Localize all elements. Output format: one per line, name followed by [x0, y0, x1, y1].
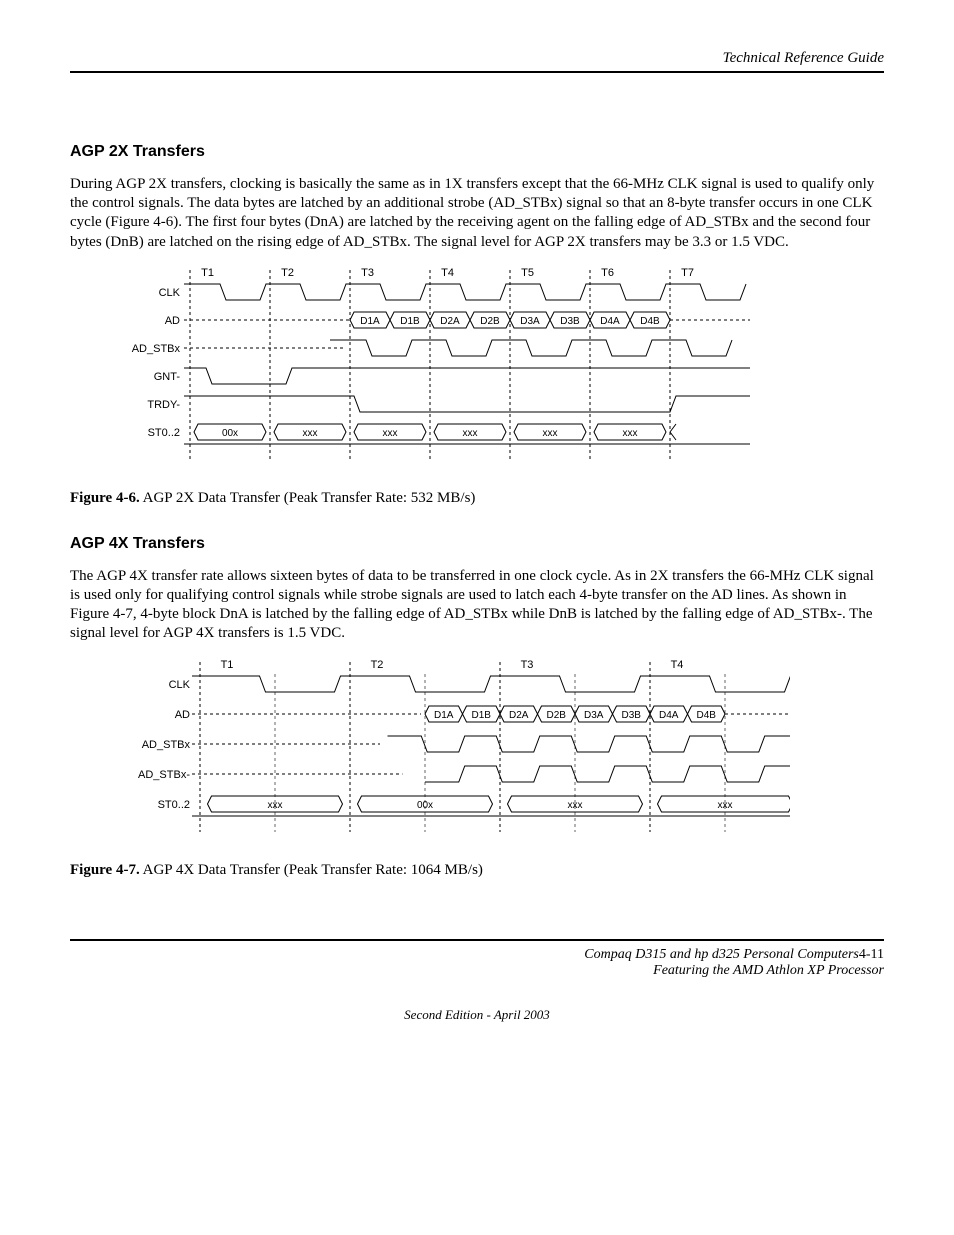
svg-text:xxx: xxx	[568, 800, 583, 811]
svg-text:D4A: D4A	[600, 316, 620, 327]
svg-text:D1A: D1A	[434, 710, 454, 721]
fig47-num: Figure 4-7.	[70, 862, 140, 878]
svg-text:D4A: D4A	[659, 710, 679, 721]
svg-text:T4: T4	[441, 267, 454, 279]
svg-text:T1: T1	[201, 267, 214, 279]
para-agp4x: The AGP 4X transfer rate allows sixteen …	[70, 567, 884, 644]
fig46-text: AGP 2X Data Transfer (Peak Transfer Rate…	[140, 490, 476, 506]
svg-text:CLK: CLK	[169, 679, 191, 691]
svg-text:T1: T1	[221, 659, 234, 671]
footer-subtitle: Featuring the AMD Athlon XP Processor	[653, 963, 884, 978]
svg-text:xxx: xxx	[383, 428, 398, 439]
svg-text:xxx: xxx	[718, 800, 733, 811]
fig46-num: Figure 4-6.	[70, 490, 140, 506]
page-header: Technical Reference Guide	[70, 50, 884, 73]
svg-text:D4B: D4B	[697, 710, 717, 721]
header-title: Technical Reference Guide	[723, 50, 884, 66]
svg-text:T4: T4	[671, 659, 684, 671]
svg-text:AD_STBx: AD_STBx	[142, 739, 191, 751]
svg-text:T6: T6	[601, 267, 614, 279]
svg-text:T5: T5	[521, 267, 534, 279]
svg-text:D2A: D2A	[440, 316, 460, 327]
svg-text:D2A: D2A	[509, 710, 529, 721]
footer-edition: Second Edition - April 2003	[70, 1007, 884, 1023]
svg-text:T2: T2	[281, 267, 294, 279]
svg-text:D1B: D1B	[400, 316, 420, 327]
svg-text:D3A: D3A	[584, 710, 604, 721]
svg-text:AD_STBx: AD_STBx	[132, 343, 181, 355]
timing-diagram-2x: T1 T2 T3 T4 T5 T6 T7 CLK AD AD_STBx GNT- TRDY- ST0..…	[110, 262, 750, 472]
svg-text:T7: T7	[681, 267, 694, 279]
svg-text:ST0..2: ST0..2	[158, 799, 190, 811]
svg-text:CLK: CLK	[159, 287, 181, 299]
figure-4-6-caption: Figure 4-6. AGP 2X Data Transfer (Peak T…	[70, 490, 884, 507]
svg-text:AD: AD	[175, 709, 190, 721]
svg-text:T2: T2	[371, 659, 384, 671]
para-agp2x: During AGP 2X transfers, clocking is bas…	[70, 175, 884, 252]
timing-diagram-4x: T1 T2 T3 T4 CLK AD AD_STBx AD_STBx- ST0..2 D1A D1B…	[110, 654, 790, 844]
svg-text:D3B: D3B	[622, 710, 642, 721]
heading-agp2x: AGP 2X Transfers	[70, 143, 884, 161]
figure-4-6-diagram: T1 T2 T3 T4 T5 T6 T7 CLK AD AD_STBx GNT- TRDY- ST0..…	[110, 262, 884, 472]
svg-text:xxx: xxx	[268, 800, 283, 811]
svg-text:AD: AD	[165, 315, 180, 327]
fig47-text: AGP 4X Data Transfer (Peak Transfer Rate…	[140, 862, 483, 878]
svg-text:xxx: xxx	[623, 428, 638, 439]
svg-text:xxx: xxx	[463, 428, 478, 439]
figure-4-7-diagram: T1 T2 T3 T4 CLK AD AD_STBx AD_STBx- ST0..2 D1A D1B…	[110, 654, 884, 844]
page-footer: Compaq D315 and hp d325 Personal Compute…	[70, 939, 884, 979]
svg-text:ST0..2: ST0..2	[148, 427, 180, 439]
svg-text:TRDY-: TRDY-	[147, 399, 180, 411]
svg-text:00x: 00x	[222, 428, 238, 439]
svg-text:T3: T3	[521, 659, 534, 671]
svg-text:D1A: D1A	[360, 316, 380, 327]
svg-text:D4B: D4B	[640, 316, 660, 327]
svg-text:D3A: D3A	[520, 316, 540, 327]
svg-text:xxx: xxx	[303, 428, 318, 439]
svg-text:D3B: D3B	[560, 316, 580, 327]
figure-4-7-caption: Figure 4-7. AGP 4X Data Transfer (Peak T…	[70, 862, 884, 879]
heading-agp4x: AGP 4X Transfers	[70, 535, 884, 553]
svg-text:D2B: D2B	[480, 316, 500, 327]
svg-text:00x: 00x	[417, 800, 433, 811]
svg-text:T3: T3	[361, 267, 374, 279]
svg-text:D1B: D1B	[472, 710, 492, 721]
footer-product: Compaq D315 and hp d325 Personal Compute…	[584, 947, 859, 962]
svg-text:AD_STBx-: AD_STBx-	[138, 769, 190, 781]
svg-text:xxx: xxx	[543, 428, 558, 439]
svg-text:D2B: D2B	[547, 710, 567, 721]
footer-page-num: 4-11	[859, 947, 884, 962]
svg-text:GNT-: GNT-	[154, 371, 181, 383]
